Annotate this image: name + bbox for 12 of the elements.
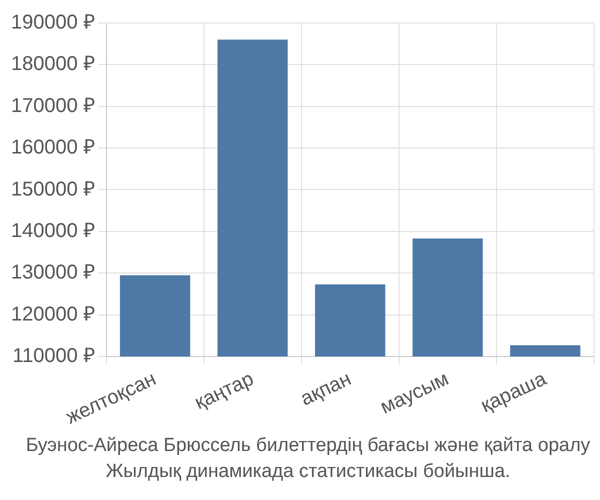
y-tick-label: 120000 ₽ (11, 303, 96, 326)
y-tick-label: 170000 ₽ (11, 94, 96, 117)
y-tick-label: 110000 ₽ (12, 344, 96, 367)
y-tick-label: 180000 ₽ (11, 53, 96, 76)
y-tick-label: 140000 ₽ (11, 220, 96, 242)
text: Буэнос-Айреса Брюссель билеттердің бағасы және қайта оралу (24, 434, 592, 458)
text: Жылдық динамикада статистикасы бойынша. (104, 460, 512, 484)
y-tick-label: 130000 ₽ (11, 262, 96, 284)
y-tick-label: 150000 ₽ (11, 178, 96, 200)
y-tick-label: 160000 ₽ (11, 136, 96, 159)
y-tick-label: 190000 ₽ (11, 12, 96, 34)
x-tick-label: ақпан (297, 368, 355, 410)
